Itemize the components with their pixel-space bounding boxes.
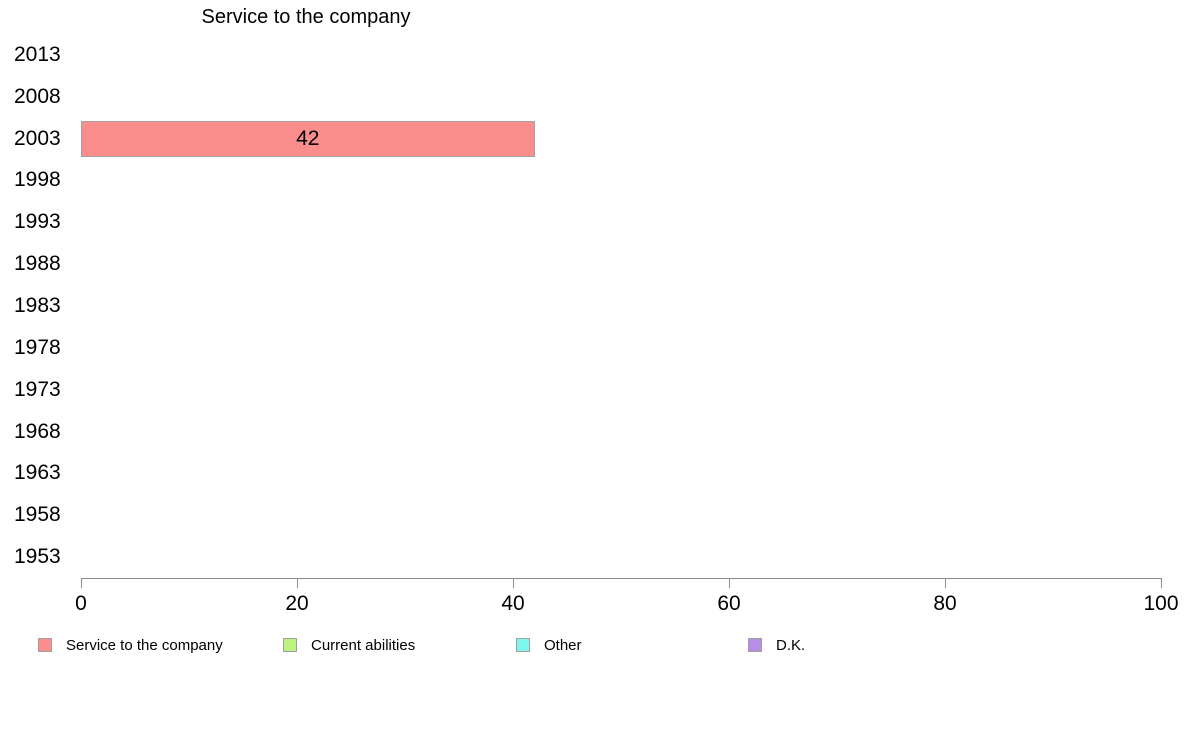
chart-title: Service to the company [201, 6, 411, 28]
bar-value-label: 42 [296, 126, 320, 150]
legend-swatch [748, 638, 762, 652]
legend-swatch [38, 638, 52, 652]
y-axis-label: 2008 [14, 84, 61, 108]
legend-item[interactable]: Current abilities [283, 636, 416, 654]
y-axis-label: 1953 [14, 545, 61, 569]
legend-swatch [516, 638, 530, 652]
y-axis-label: 2003 [14, 126, 61, 150]
x-axis-tick-label: 40 [501, 592, 525, 615]
y-axis-label: 2013 [14, 42, 61, 66]
y-axis-label: 1968 [14, 419, 61, 443]
y-axis-label: 1978 [14, 335, 61, 359]
x-axis-tick-label: 20 [285, 592, 309, 615]
legend-item[interactable]: D.K. [748, 636, 806, 654]
y-axis-label: 1993 [14, 210, 61, 234]
x-axis-tick [513, 578, 514, 588]
legend-label: D.K. [776, 636, 806, 654]
y-axis-label: 1998 [14, 168, 61, 192]
x-axis-tick [729, 578, 730, 588]
x-axis-tick [945, 578, 946, 588]
x-axis-line [81, 578, 1162, 579]
x-axis-tick-label: 0 [75, 592, 87, 615]
bar-2003[interactable]: 42 [81, 120, 535, 157]
y-axis-label: 1983 [14, 293, 61, 317]
y-axis-label: 1963 [14, 461, 61, 485]
x-axis-tick [81, 578, 82, 588]
y-axis-label: 1973 [14, 377, 61, 401]
legend-item[interactable]: Service to the company [38, 636, 223, 654]
y-axis-label: 1958 [14, 503, 61, 527]
x-axis-tick-label: 80 [933, 592, 957, 615]
legend-swatch [283, 638, 297, 652]
y-axis-label: 1988 [14, 252, 61, 276]
legend-label: Current abilities [311, 636, 416, 654]
x-axis-tick-label: 100 [1143, 592, 1179, 615]
legend-item[interactable]: Other [516, 636, 582, 654]
x-axis-tick [297, 578, 298, 588]
x-axis-tick [1161, 578, 1162, 588]
x-axis-tick-label: 60 [717, 592, 741, 615]
legend-label: Service to the company [66, 636, 223, 654]
legend-label: Other [544, 636, 582, 654]
